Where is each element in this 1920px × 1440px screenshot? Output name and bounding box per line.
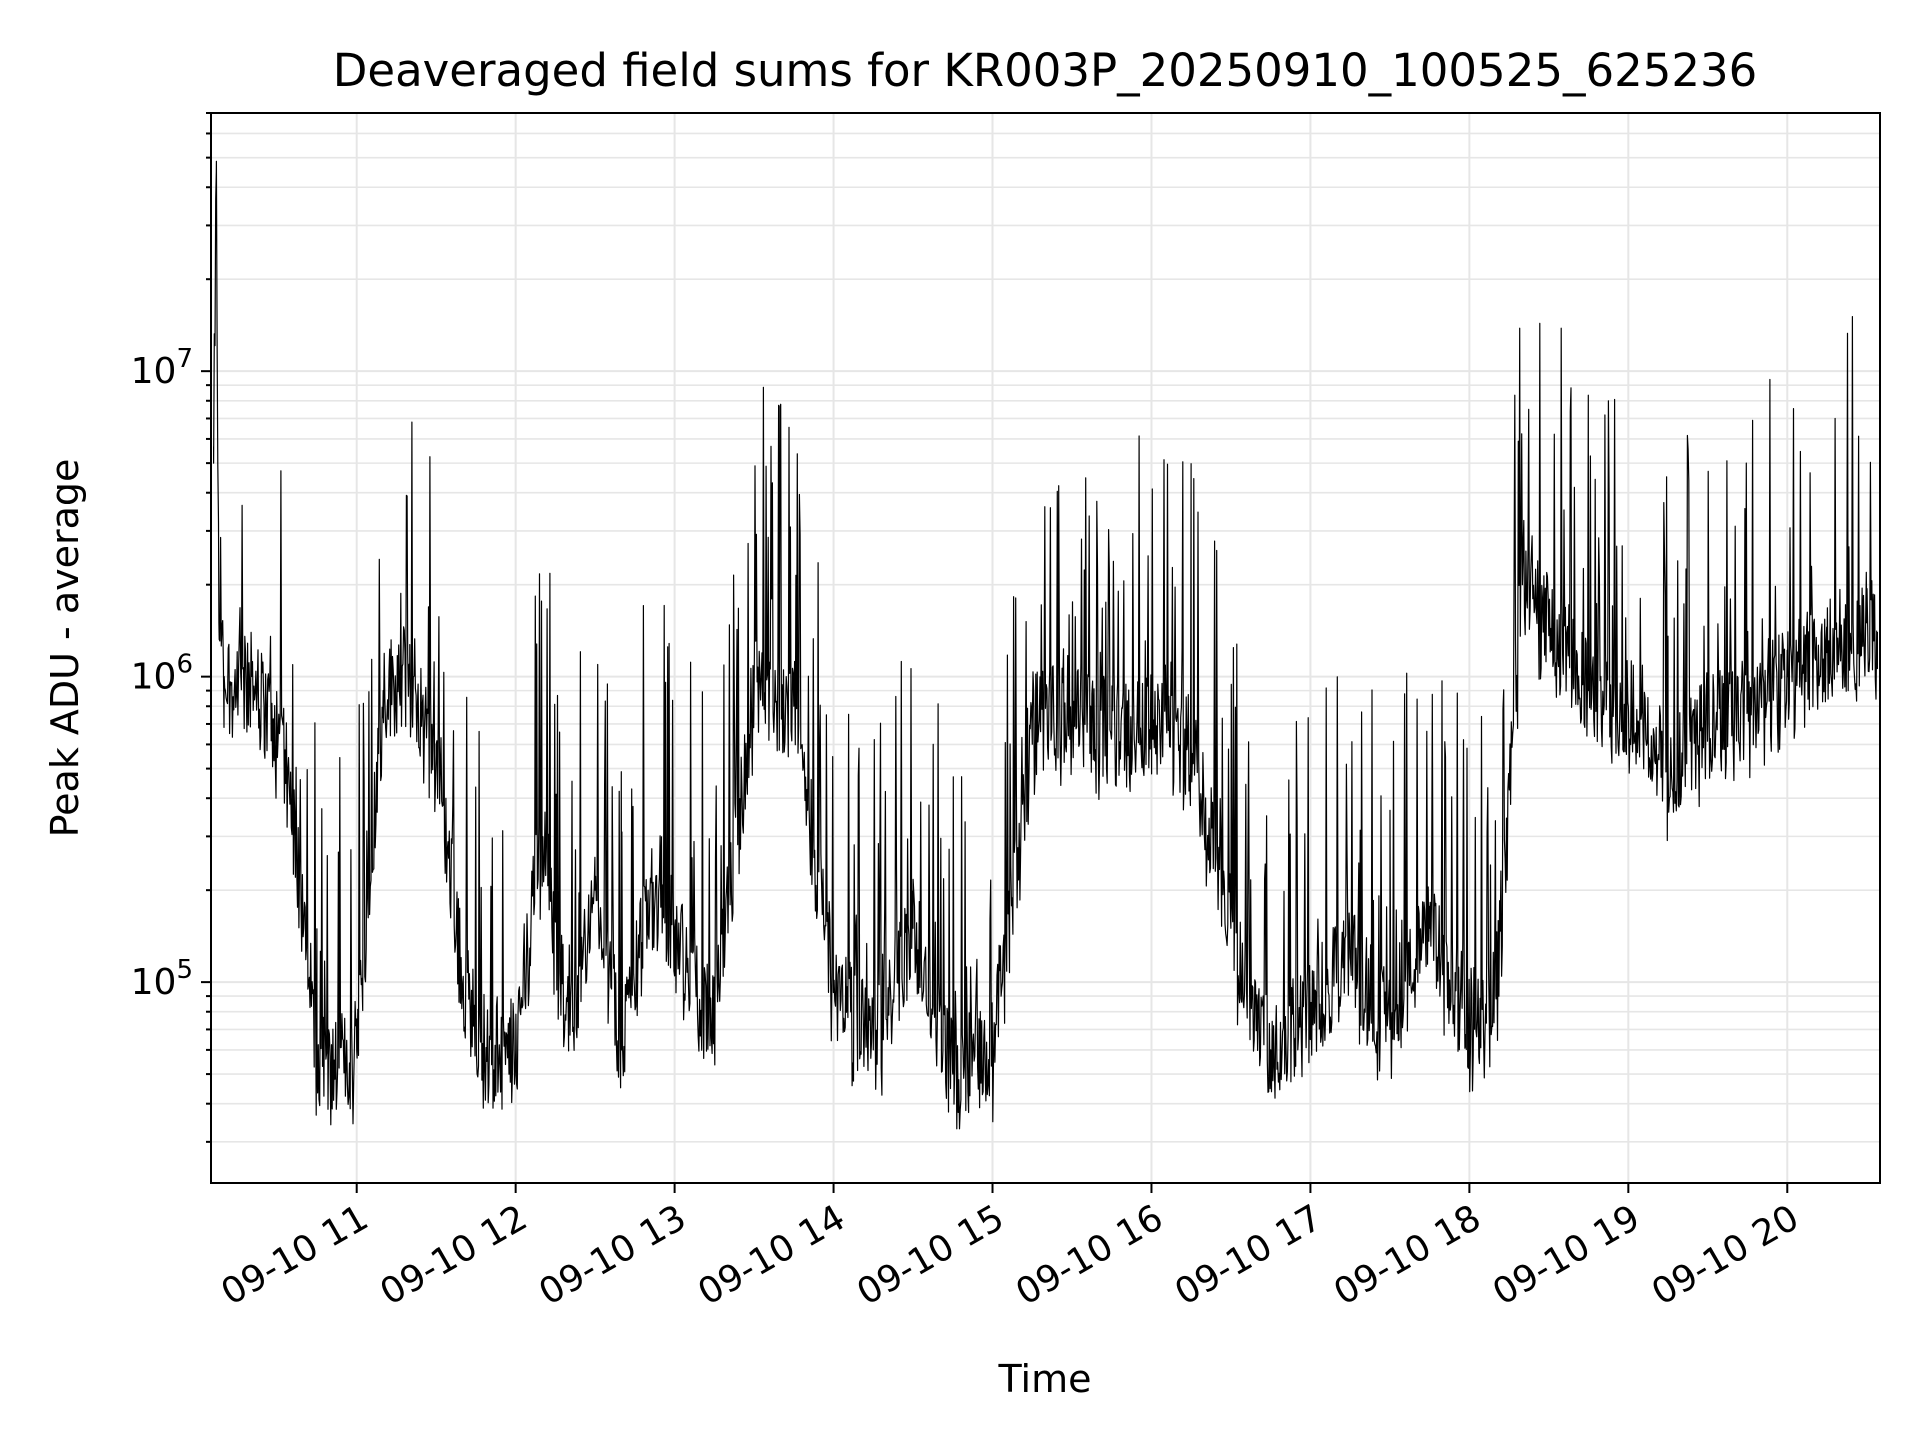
chart-title: Deaveraged field sums for KR003P_2025091… <box>333 44 1757 97</box>
plot-frame <box>210 112 1881 1184</box>
x-axis-label: Time <box>998 1357 1092 1401</box>
series-line <box>213 160 1879 1130</box>
y-axis-label: Peak ADU - average <box>43 459 87 838</box>
data-layer <box>213 160 1879 1130</box>
